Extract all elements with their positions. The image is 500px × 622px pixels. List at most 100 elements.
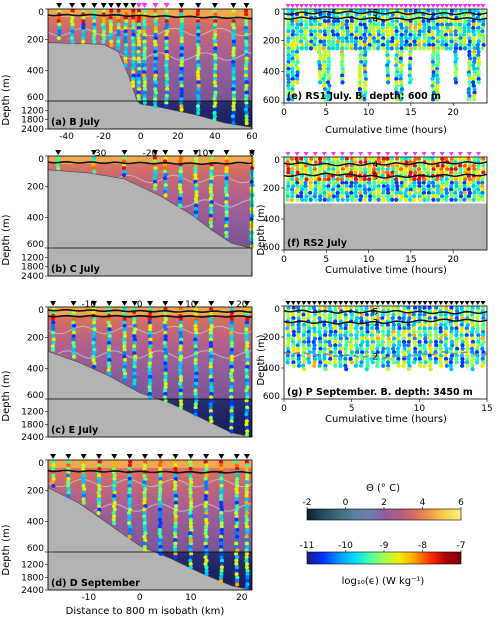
station-marker (453, 4, 459, 8)
epsilon-dot (81, 463, 86, 468)
epsilon-dot (412, 39, 417, 44)
epsilon-dot (403, 197, 408, 202)
epsilon-dot (322, 25, 327, 31)
time-profile (462, 8, 468, 51)
epsilon-dot (308, 29, 313, 34)
epsilon-dot (363, 190, 368, 196)
epsilon-dot (389, 46, 394, 51)
epsilon-dot (344, 22, 349, 27)
epsilon-dot (291, 343, 296, 348)
epsilon-dot (286, 39, 291, 44)
epsilon-dot (408, 80, 413, 85)
epsilon-dot (91, 334, 96, 339)
epsilon-dot (385, 22, 391, 27)
epsilon-dot (349, 22, 354, 27)
epsilon-dot (164, 46, 169, 51)
epsilon-dot (340, 56, 345, 61)
epsilon-dot (467, 59, 472, 65)
epsilon-dot (194, 203, 199, 208)
epsilon-dot (458, 8, 464, 14)
epsilon-dot (331, 32, 336, 37)
x-tick-label: -10 (194, 149, 209, 159)
epsilon-dot (112, 463, 117, 468)
epsilon-dot (231, 90, 237, 95)
epsilon-dot (331, 177, 336, 182)
epsilon-dot (471, 42, 476, 48)
epsilon-dot (177, 196, 183, 201)
epsilon-dot (465, 322, 470, 328)
epsilon-dot (394, 180, 399, 185)
station-marker (475, 301, 481, 305)
epsilon-dot (435, 25, 440, 31)
epsilon-dot (453, 156, 458, 162)
epsilon-dot (476, 73, 481, 78)
epsilon-dot (453, 32, 458, 37)
epsilon-dot (244, 110, 249, 116)
epsilon-dot (295, 39, 300, 44)
epsilon-dot (224, 223, 229, 229)
station-profile (164, 8, 170, 109)
time-profile (407, 8, 414, 85)
epsilon-dot (427, 305, 432, 311)
epsilon-dot (472, 90, 477, 95)
epsilon-dot (302, 326, 307, 331)
epsilon-dot (163, 347, 168, 352)
epsilon-dot (435, 93, 440, 99)
epsilon-dot (394, 170, 399, 175)
epsilon-dot (449, 177, 454, 182)
epsilon-dot (229, 398, 235, 403)
epsilon-dot (318, 360, 323, 365)
epsilon-dot (164, 36, 169, 41)
time-profile (327, 305, 333, 365)
epsilon-dot (376, 46, 381, 51)
time-profile (480, 305, 486, 368)
epsilon-dot (180, 56, 185, 61)
epsilon-dot (96, 510, 101, 516)
epsilon-dot (122, 371, 128, 376)
epsilon-dot (333, 329, 338, 334)
station-profile (91, 306, 97, 369)
epsilon-dot (316, 49, 322, 54)
epsilon-dot (57, 32, 62, 37)
epsilon-dot (349, 187, 354, 192)
epsilon-dot (348, 353, 354, 358)
epsilon-dot (147, 364, 152, 369)
epsilon-dot (398, 59, 403, 65)
epsilon-dot (365, 322, 370, 328)
epsilon-dot (71, 351, 76, 356)
epsilon-dot (403, 180, 408, 185)
epsilon-dot (173, 534, 178, 539)
x-tick-label: 20 (236, 593, 248, 603)
epsilon-dot (339, 59, 344, 65)
epsilon-dot (389, 22, 395, 27)
epsilon-dot (122, 323, 127, 329)
epsilon-dot (107, 344, 112, 349)
epsilon-dot (418, 197, 423, 202)
epsilon-dot (422, 326, 427, 331)
depth-axis-label-f: Depth (m) (256, 204, 267, 255)
station-marker (398, 4, 404, 8)
epsilon-dot (243, 63, 249, 68)
epsilon-dot (359, 312, 364, 317)
epsilon-dot (123, 8, 128, 14)
epsilon-dot (188, 531, 193, 536)
epsilon-dot (307, 360, 312, 365)
epsilon-dot (395, 70, 400, 75)
station-profile (152, 155, 158, 191)
epsilon-dot (472, 87, 477, 92)
station-marker (130, 3, 137, 8)
station-marker (433, 301, 439, 305)
epsilon-dot (394, 12, 399, 17)
epsilon-dot (111, 497, 117, 502)
epsilon-dot (326, 177, 331, 182)
epsilon-dot (311, 305, 317, 311)
epsilon-dot (472, 167, 477, 172)
station-marker (285, 152, 291, 156)
epsilon-dot (431, 177, 436, 182)
epsilon-dot (116, 22, 121, 27)
epsilon-dot (290, 36, 295, 41)
y-tick-label: 0 (38, 8, 44, 18)
epsilon-dot (152, 39, 158, 44)
epsilon-dot (180, 22, 185, 27)
station-profile (218, 459, 225, 584)
